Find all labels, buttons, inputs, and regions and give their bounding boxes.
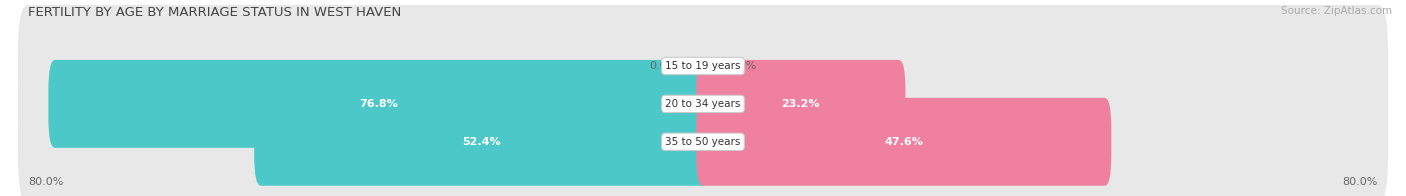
Text: 47.6%: 47.6% [884,137,924,147]
Text: Source: ZipAtlas.com: Source: ZipAtlas.com [1281,6,1392,16]
Text: 0.0%: 0.0% [650,61,678,71]
FancyBboxPatch shape [18,81,1388,196]
FancyBboxPatch shape [696,98,1111,186]
FancyBboxPatch shape [254,98,710,186]
Text: 76.8%: 76.8% [360,99,398,109]
FancyBboxPatch shape [48,60,710,148]
FancyBboxPatch shape [696,60,905,148]
Text: 52.4%: 52.4% [463,137,502,147]
Text: 80.0%: 80.0% [28,177,63,187]
Text: 15 to 19 years: 15 to 19 years [665,61,741,71]
FancyBboxPatch shape [18,5,1388,127]
Text: 20 to 34 years: 20 to 34 years [665,99,741,109]
FancyBboxPatch shape [18,43,1388,165]
Text: FERTILITY BY AGE BY MARRIAGE STATUS IN WEST HAVEN: FERTILITY BY AGE BY MARRIAGE STATUS IN W… [28,6,401,19]
Text: 35 to 50 years: 35 to 50 years [665,137,741,147]
Text: 0.0%: 0.0% [728,61,756,71]
Text: 80.0%: 80.0% [1343,177,1378,187]
Text: 23.2%: 23.2% [782,99,820,109]
